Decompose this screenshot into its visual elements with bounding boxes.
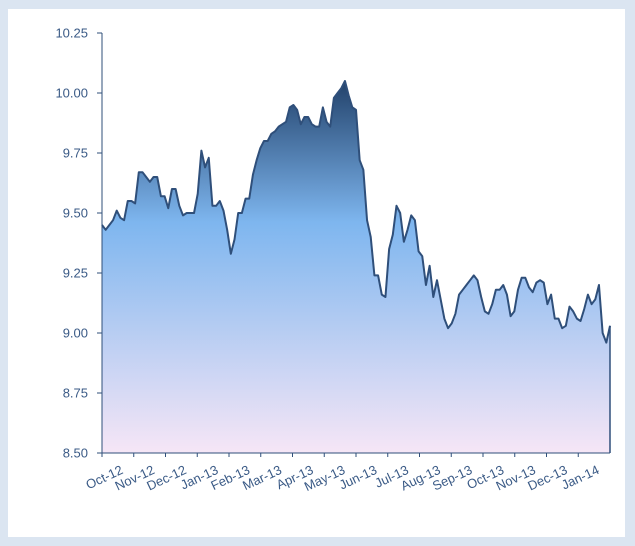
y-tick-label: 8.75 bbox=[63, 386, 88, 401]
y-tick-label: 9.75 bbox=[63, 146, 88, 161]
area-chart: 10.25 10.00 9.75 9.50 9.25 9.00 8.75 8.50 Oct-1… bbox=[55, 26, 611, 494]
series-line bbox=[101, 80, 611, 344]
y-tick-label: 10.25 bbox=[55, 26, 88, 41]
y-tick-label: 8.50 bbox=[63, 446, 88, 461]
y-tick-label: 10.00 bbox=[55, 86, 88, 101]
area-fill bbox=[102, 81, 610, 453]
x-axis-ticks: Oct-12Nov-12Dec-12Jan-13Feb-13Mar-13Apr-… bbox=[83, 453, 601, 494]
plot-panel: 10.25 10.00 9.75 9.50 9.25 9.00 8.75 8.50 Oct-1… bbox=[8, 9, 625, 537]
y-tick-label: 9.50 bbox=[63, 206, 88, 221]
area-layer bbox=[101, 80, 611, 453]
y-tick-label: 9.00 bbox=[63, 326, 88, 341]
y-tick-label: 9.25 bbox=[63, 266, 88, 281]
y-axis-ticks: 10.25 10.00 9.75 9.50 9.25 9.00 8.75 8.50 bbox=[55, 26, 102, 461]
